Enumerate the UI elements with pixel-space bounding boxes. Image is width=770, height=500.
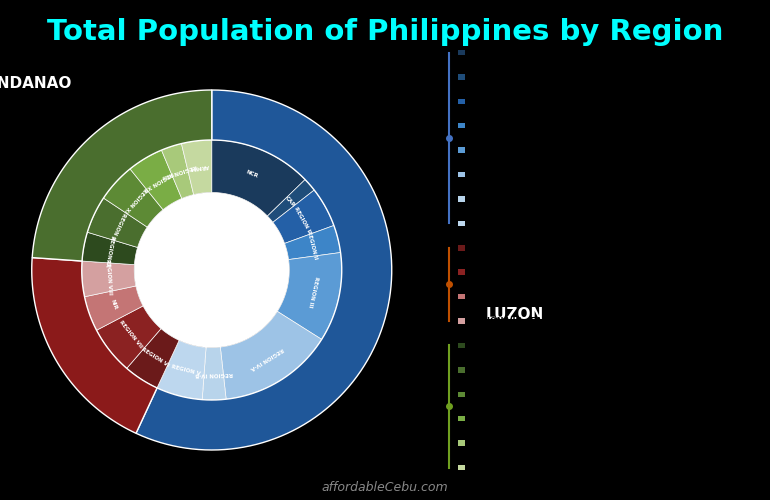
Text: REGION IVA - CALABARZON (14,414,774): REGION IVA - CALABARZON (14,414,774) [469,170,651,179]
Bar [458,294,465,300]
Polygon shape [82,232,138,264]
Text: REGION VII - CENTRAL VISAYAS (6,041,903): REGION VII - CENTRAL VISAYAS (6,041,903) [469,268,663,276]
Text: REGION XI: REGION XI [122,186,148,214]
Text: NCR: NCR [246,170,259,179]
Polygon shape [285,226,340,260]
Text: REGION V: REGION V [171,364,201,376]
Polygon shape [273,190,334,244]
Text: REGION XI - DAVAO REGION (4,893,318): REGION XI - DAVAO REGION (4,893,318) [469,390,648,399]
Bar [458,98,465,104]
Bar [458,342,465,348]
Polygon shape [82,261,136,297]
Bar [458,148,465,153]
Polygon shape [32,90,212,261]
Polygon shape [127,328,179,388]
Text: REGION IVB - MIMAROPA (2,963,360): REGION IVB - MIMAROPA (2,963,360) [469,194,634,203]
Bar [458,245,465,250]
Bar [458,172,465,178]
Polygon shape [96,306,161,368]
Text: REGION VI - WESTERN VISAYAS (4,477,247): REGION VI - WESTERN VISAYAS (4,477,247) [469,244,663,252]
Polygon shape [87,198,147,248]
Text: NATIONAL CAPITAL REGION (12,877,253): NATIONAL CAPITAL REGION (12,877,253) [469,48,653,57]
Text: REGION IV-A: REGION IV-A [249,346,284,370]
Polygon shape [103,169,163,227]
Bar [458,123,465,128]
Text: NEGROS ISLAND REGION (4,414,131): NEGROS ISLAND REGION (4,414,131) [469,292,634,301]
Text: CORDILLERA ADMINISTRATIVE REGION (1,722,006): CORDILLERA ADMINISTRATIVE REGION (1,722,… [469,72,697,82]
Polygon shape [203,347,226,400]
Polygon shape [85,286,143,331]
Text: NIR: NIR [110,299,119,311]
Bar [458,416,465,422]
Bar [458,367,465,372]
Text: AUTONOMOUS REGION IN MUSLIM MINDANAO (3,781,387): AUTONOMOUS REGION IN MUSLIM MINDANAO (3,… [469,463,732,472]
Polygon shape [277,252,342,340]
Polygon shape [136,90,392,450]
Bar [458,440,465,446]
Text: REGION VII: REGION VII [118,320,143,349]
Text: REGION XIII: REGION XIII [162,164,197,180]
Bar [458,74,465,80]
Polygon shape [32,258,157,434]
Bar [458,318,465,324]
Text: REGION IV-B: REGION IV-B [195,371,233,376]
Bar [458,465,465,470]
Polygon shape [267,180,314,222]
Text: REGION XII - SOCCSKSARGEN (4,545,276): REGION XII - SOCCSKSARGEN (4,545,276) [469,414,655,423]
Text: REGION V - BICOL (5,796,989): REGION V - BICOL (5,796,989) [469,219,603,228]
Polygon shape [157,340,206,400]
Text: REGION II: REGION II [306,230,319,260]
Text: affordableCebu.com: affordableCebu.com [322,481,448,494]
Bar [458,270,465,275]
Text: MINDANAO: MINDANAO [0,76,72,91]
Text: REGION III: REGION III [307,276,319,308]
Bar [458,196,465,202]
Polygon shape [182,140,212,194]
Polygon shape [134,192,290,348]
Text: LUZON: LUZON [485,307,544,322]
Text: REGION VIII - EASTERN VISAYAS (4,440,150): REGION VIII - EASTERN VISAYAS (4,440,150… [469,316,667,326]
Text: ARMM: ARMM [189,164,209,170]
Bar [458,50,465,55]
Bar [458,220,465,226]
Polygon shape [130,150,182,210]
Bar [458,392,465,397]
Text: REGION XIII - CARAGA (2,596,709): REGION XIII - CARAGA (2,596,709) [469,438,622,448]
Text: REGION VIII: REGION VIII [105,259,112,295]
Text: REGION IX: REGION IX [105,235,115,268]
Text: REGION VI: REGION VI [141,346,170,368]
Text: REGION II - CAGAYAN VALLEY (3,451,410): REGION II - CAGAYAN VALLEY (3,451,410) [469,121,654,130]
Text: CAR: CAR [284,196,296,208]
Text: REGION IX - ZAMBOANGA PENINSULA (3,629,783): REGION IX - ZAMBOANGA PENINSULA (3,629,7… [469,341,691,350]
Text: REGION X -  NORTHERN MINDANAO (4,689,302): REGION X - NORTHERN MINDANAO (4,689,302) [469,366,681,374]
Text: REGION X: REGION X [109,211,126,240]
Text: Total Population of Philippines by Region: Total Population of Philippines by Regio… [47,18,723,46]
Text: REGION III - CENTRAL LUZON (11,218,177): REGION III - CENTRAL LUZON (11,218,177) [469,146,659,154]
Text: REGION I - ILOCOS (5,026,128): REGION I - ILOCOS (5,026,128) [469,97,606,106]
Text: REGION I: REGION I [293,206,311,233]
Polygon shape [212,140,305,216]
Text: REGION XII: REGION XII [142,170,174,192]
Polygon shape [220,312,322,399]
Polygon shape [162,144,194,199]
